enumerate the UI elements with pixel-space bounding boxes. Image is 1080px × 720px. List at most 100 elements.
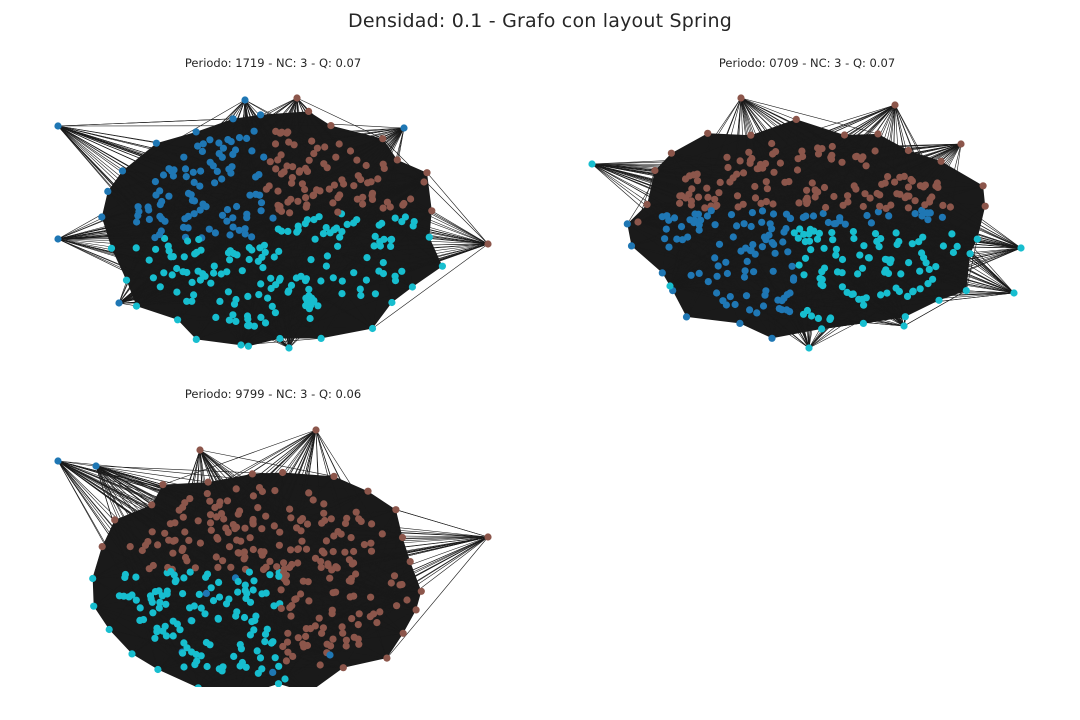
node [893,285,900,292]
node [269,638,276,645]
node [104,188,111,195]
node [157,283,164,290]
node [338,531,345,538]
node [208,584,215,591]
node [236,507,243,514]
node [327,122,334,129]
node [159,481,166,488]
node [339,278,346,285]
node [293,229,300,236]
node [249,470,256,477]
node [215,139,222,146]
node [726,178,733,185]
node [288,282,295,289]
node [905,184,912,191]
node [223,600,230,607]
node [829,236,836,243]
node [299,515,306,522]
node [909,240,916,247]
node [392,506,399,513]
node [269,303,276,310]
node [340,664,347,671]
node [230,521,237,528]
node [284,199,291,206]
node [398,268,405,275]
node [759,207,766,214]
node [781,179,788,186]
node [281,675,288,682]
node [312,622,319,629]
node [332,154,339,161]
node [185,537,192,544]
node [148,501,155,508]
node [293,94,300,101]
node [197,540,204,547]
node [338,176,345,183]
node [895,238,902,245]
node [874,130,881,137]
node [688,197,695,204]
node [770,241,777,248]
node [696,270,703,277]
node [199,148,206,155]
node [723,301,730,308]
node [278,605,285,612]
node [320,500,327,507]
node [318,564,325,571]
node [304,216,311,223]
node [428,207,435,214]
node [782,225,789,232]
node [368,520,375,527]
node [730,233,737,240]
node [796,262,803,269]
node [294,559,301,566]
node [152,192,159,199]
node [165,537,172,544]
node [367,540,374,547]
node [392,273,399,280]
node [259,488,266,495]
node [230,115,237,122]
node [123,277,130,284]
node [204,490,211,497]
node [750,268,757,275]
node [285,289,292,296]
node [230,224,237,231]
node [329,607,336,614]
network-panel-9799: Periodo: 9799 - NC: 3 - Q: 0.06 [50,387,496,687]
node [133,303,140,310]
node [624,220,631,227]
node [762,287,769,294]
node [163,632,170,639]
node [317,277,324,284]
node [923,259,930,266]
node [853,153,860,160]
node [737,94,744,101]
node [219,212,226,219]
node [711,196,718,203]
node [137,604,144,611]
node [176,626,183,633]
node [254,504,261,511]
node [211,179,218,186]
node [912,210,919,217]
node [304,521,311,528]
node [325,562,332,569]
node [196,591,203,598]
node [233,485,240,492]
node [369,325,376,332]
node [216,502,223,509]
node [378,220,385,227]
node [250,577,257,584]
node [185,224,192,231]
node [259,264,266,271]
node [932,182,939,189]
node [204,663,211,670]
node [348,615,355,622]
node [338,228,345,235]
node [206,136,213,143]
node [814,188,821,195]
node [761,234,768,241]
node [167,568,174,575]
node [246,256,253,263]
